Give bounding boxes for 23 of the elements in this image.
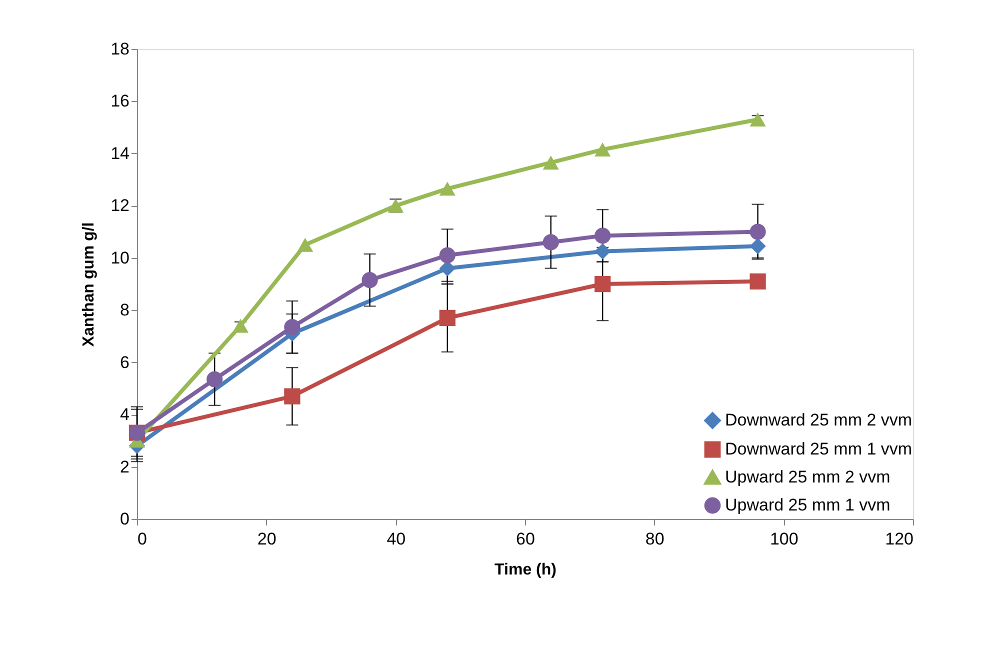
x-tick-label: 80 [645,530,664,548]
x-tick-label: 100 [770,530,798,548]
x-tick-label: 20 [257,530,276,548]
legend-label: Downward 25 mm 2 vvm [725,410,912,430]
y-tick-label: 16 [110,92,130,111]
x-tick-label: 0 [138,530,147,548]
y-tick-label: 14 [110,144,130,163]
x-tick-label: 120 [885,530,914,548]
legend-label: Upward 25 mm 1 vvm [725,496,890,514]
y-tick-label: 2 [120,457,130,476]
legend-label: Downward 25 mm 1 vvm [725,440,912,458]
y-tick-label: 4 [120,405,130,424]
legend-label: Upward 25 mm 2 vvm [725,468,890,486]
y-tick-label: 6 [120,352,130,372]
x-tick-label: 40 [386,530,406,548]
y-tick-label: 10 [110,248,130,268]
y-tick-label: 18 [110,40,130,58]
x-tick-label: 60 [516,530,535,548]
x-axis-title: Time (h) [494,562,556,578]
y-tick-label: 12 [110,196,130,216]
y-tick-label: 8 [120,300,130,320]
y-axis-title: Xanthan gum g/l [80,222,98,347]
y-tick-label: 0 [120,510,130,528]
